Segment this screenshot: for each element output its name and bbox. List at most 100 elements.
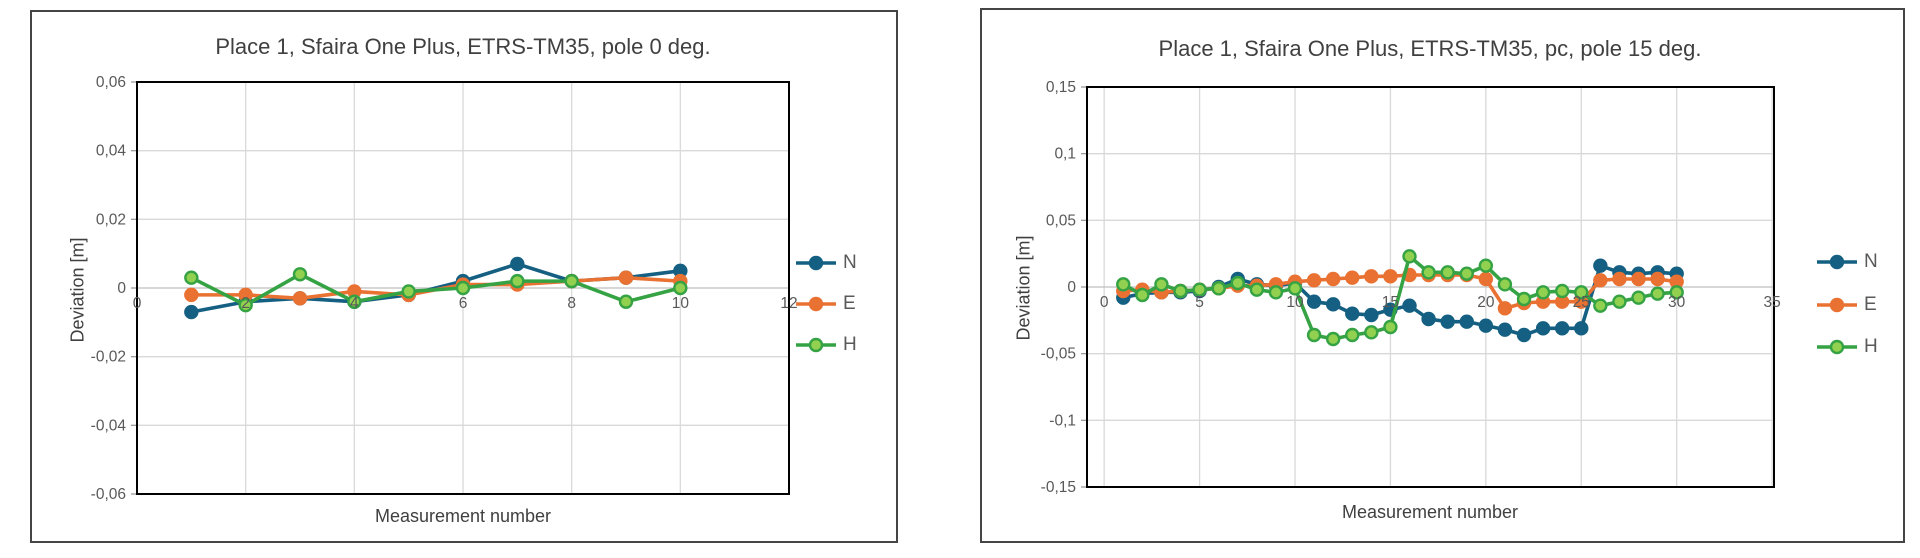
series-N-marker bbox=[1325, 297, 1341, 312]
y-tick-label: -0,02 bbox=[91, 349, 126, 366]
series-N-marker bbox=[1345, 306, 1360, 321]
y-tick-label: -0,15 bbox=[1041, 479, 1076, 496]
x-tick-label: 8 bbox=[567, 295, 576, 312]
legend-label: E bbox=[843, 293, 856, 314]
series-N-marker bbox=[1574, 321, 1589, 336]
legend-item-E: E bbox=[1817, 294, 1877, 315]
series-H-marker bbox=[1574, 285, 1589, 300]
series-H-marker bbox=[1669, 285, 1684, 300]
legend-label: E bbox=[1864, 294, 1877, 315]
series-H-marker bbox=[1249, 282, 1265, 297]
series-H-marker bbox=[1325, 331, 1341, 347]
series-N-marker bbox=[1535, 321, 1551, 336]
legend-label: H bbox=[843, 334, 857, 355]
x-tick-label: 0 bbox=[133, 295, 142, 312]
series-H-marker bbox=[1306, 327, 1322, 343]
series-H-marker bbox=[292, 267, 308, 282]
series-E-marker bbox=[618, 270, 634, 285]
y-tick-label: 0,1 bbox=[1054, 146, 1076, 163]
series-N-marker bbox=[510, 256, 525, 272]
series-H-marker bbox=[1154, 277, 1169, 292]
series-E-marker bbox=[292, 291, 308, 306]
legend-swatch-E-icon bbox=[796, 296, 836, 312]
series-N-marker bbox=[184, 304, 199, 320]
series-N-marker bbox=[1516, 327, 1532, 343]
x-tick-label: 25 bbox=[1573, 294, 1590, 311]
series-E-marker bbox=[1306, 273, 1322, 288]
series-H-marker bbox=[1383, 319, 1398, 335]
series-H-line bbox=[189, 272, 683, 307]
legend-label: N bbox=[843, 252, 857, 273]
chart-card-pole-0-deg[interactable]: Place 1, Sfaira One Plus, ETRS-TM35, pol… bbox=[30, 10, 898, 543]
series-H-marker bbox=[184, 270, 199, 285]
x-tick-label: 15 bbox=[1382, 294, 1399, 311]
series-H-marker bbox=[1287, 281, 1303, 296]
series-H-marker bbox=[1345, 327, 1360, 343]
legend-item-N: N bbox=[796, 252, 857, 273]
series-H-marker bbox=[1268, 285, 1284, 300]
series-H-marker bbox=[1364, 325, 1379, 340]
legend-label: H bbox=[1864, 336, 1878, 357]
x-tick-label: 6 bbox=[459, 295, 468, 312]
series-H-marker bbox=[1211, 281, 1226, 296]
series-H-marker bbox=[401, 284, 416, 299]
y-tick-label: 0,02 bbox=[96, 211, 126, 228]
series-H-marker bbox=[673, 280, 688, 296]
series-H-marker bbox=[1230, 275, 1245, 291]
plot-area[interactable]: 0,15 0,1 0,05 0 -0,05 -0,1 -0,15 0 5 10 15 20 25 30 35 bbox=[982, 10, 1903, 541]
series-H-marker bbox=[1478, 258, 1494, 273]
legend-swatch-H-icon bbox=[1817, 339, 1857, 355]
y-tick-label: -0,1 bbox=[1049, 412, 1076, 429]
series-H-marker bbox=[238, 297, 253, 313]
x-tick-label: 35 bbox=[1763, 294, 1780, 311]
series-E-marker bbox=[1325, 271, 1341, 287]
legend-swatch-N-icon bbox=[1817, 254, 1857, 270]
series-H-line bbox=[1121, 254, 1679, 341]
series-H-marker bbox=[1459, 266, 1474, 281]
legend-label: N bbox=[1864, 251, 1878, 272]
x-tick-label: 2 bbox=[241, 295, 250, 312]
series-N-marker bbox=[1593, 258, 1608, 273]
legend-swatch-E-icon bbox=[1817, 297, 1857, 313]
plot-area[interactable]: 0,06 0,04 0,02 0 -0,02 -0,04 -0,06 0 2 4 6 8 10 12 bbox=[32, 12, 896, 541]
legend-item-N: N bbox=[1817, 251, 1878, 272]
series-H-marker bbox=[1535, 285, 1551, 300]
series-E-marker bbox=[1478, 271, 1494, 287]
series-H-marker bbox=[1554, 283, 1570, 299]
chart-title: Place 1, Sfaira One Plus, ETRS-TM35, pol… bbox=[215, 34, 711, 59]
series-H-marker bbox=[618, 294, 634, 309]
legend-item-H: H bbox=[796, 334, 857, 355]
x-tick-label: 10 bbox=[672, 295, 690, 312]
series-N-marker bbox=[1364, 307, 1379, 323]
series-H-marker bbox=[347, 294, 362, 309]
y-tick-label: -0,05 bbox=[1041, 346, 1076, 363]
series-N-marker bbox=[1440, 314, 1455, 329]
series-N-marker bbox=[1478, 318, 1494, 333]
series-E-marker bbox=[1497, 301, 1513, 316]
series-H-marker bbox=[1421, 265, 1436, 280]
y-tick-label: 0,05 bbox=[1046, 212, 1076, 229]
x-axis-title: Measurement number bbox=[1341, 502, 1519, 522]
x-tick-label: 10 bbox=[1286, 294, 1304, 311]
series-H-marker bbox=[1593, 298, 1608, 313]
x-tick-label: 20 bbox=[1477, 294, 1495, 311]
series-H-marker bbox=[455, 280, 471, 296]
chart-card-pole-15-deg[interactable]: Place 1, Sfaira One Plus, ETRS-TM35, pc,… bbox=[980, 8, 1905, 543]
legend-item-E: E bbox=[796, 293, 856, 314]
plot-border bbox=[136, 81, 790, 495]
x-tick-label: 12 bbox=[780, 295, 797, 312]
series-N-marker bbox=[1497, 322, 1513, 337]
series-E-marker bbox=[1593, 273, 1608, 288]
y-tick-label: -0,06 bbox=[91, 486, 126, 503]
series-E-marker bbox=[1612, 271, 1627, 287]
series-N-marker bbox=[1554, 321, 1570, 336]
legend-swatch-H-icon bbox=[796, 337, 836, 353]
series-H-marker bbox=[1402, 249, 1417, 264]
series-H-marker bbox=[1192, 282, 1207, 297]
series-E-marker bbox=[1631, 271, 1646, 287]
x-tick-label: 5 bbox=[1195, 294, 1204, 311]
series-N-marker bbox=[1402, 298, 1417, 313]
y-tick-label: -0,04 bbox=[91, 417, 127, 434]
series-N-marker bbox=[1421, 311, 1436, 327]
